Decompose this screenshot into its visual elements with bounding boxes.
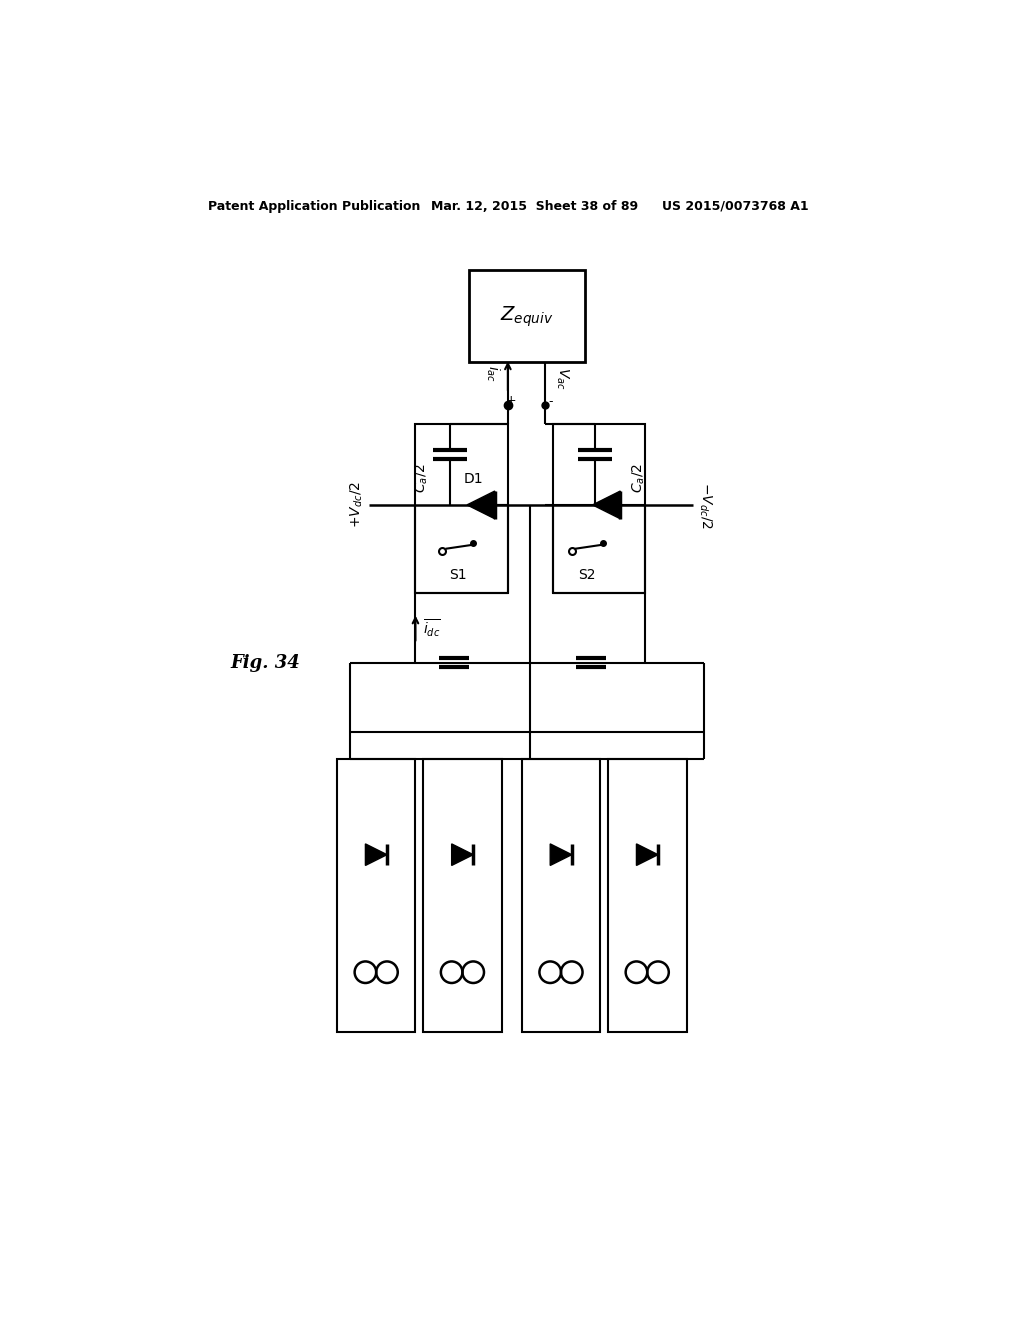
Text: S2: S2 bbox=[579, 568, 596, 582]
Text: +: + bbox=[506, 393, 516, 407]
Text: Patent Application Publication: Patent Application Publication bbox=[208, 199, 420, 213]
Text: $+V_{dc}/2$: $+V_{dc}/2$ bbox=[348, 482, 365, 528]
Polygon shape bbox=[637, 843, 658, 866]
Bar bbox=[521, 759, 600, 1032]
Bar bbox=[608, 759, 686, 1032]
Text: US 2015/0073768 A1: US 2015/0073768 A1 bbox=[662, 199, 809, 213]
Text: $C_a/2$: $C_a/2$ bbox=[631, 463, 647, 492]
Text: $i_{ac}$: $i_{ac}$ bbox=[484, 366, 502, 383]
Text: Fig. 34: Fig. 34 bbox=[230, 653, 300, 672]
Text: $V_{ac}$: $V_{ac}$ bbox=[554, 367, 570, 389]
Text: $\overline{i_{dc}}$: $\overline{i_{dc}}$ bbox=[423, 618, 441, 639]
Text: Mar. 12, 2015  Sheet 38 of 89: Mar. 12, 2015 Sheet 38 of 89 bbox=[431, 199, 638, 213]
Polygon shape bbox=[550, 843, 571, 866]
Bar bbox=[337, 759, 416, 1032]
Bar bbox=[423, 759, 502, 1032]
Text: $Z_{equiv}$: $Z_{equiv}$ bbox=[501, 304, 554, 329]
Polygon shape bbox=[366, 843, 387, 866]
Text: D1: D1 bbox=[464, 471, 483, 486]
Text: $C_a/2$: $C_a/2$ bbox=[414, 463, 430, 492]
Polygon shape bbox=[452, 843, 473, 866]
Text: $-V_{dc}/2$: $-V_{dc}/2$ bbox=[697, 482, 714, 528]
Bar bbox=[469, 271, 585, 363]
Text: -: - bbox=[549, 395, 553, 408]
Polygon shape bbox=[593, 491, 621, 519]
Bar bbox=[416, 424, 508, 594]
Text: S1: S1 bbox=[449, 568, 467, 582]
Bar bbox=[553, 424, 645, 594]
Polygon shape bbox=[467, 491, 495, 519]
